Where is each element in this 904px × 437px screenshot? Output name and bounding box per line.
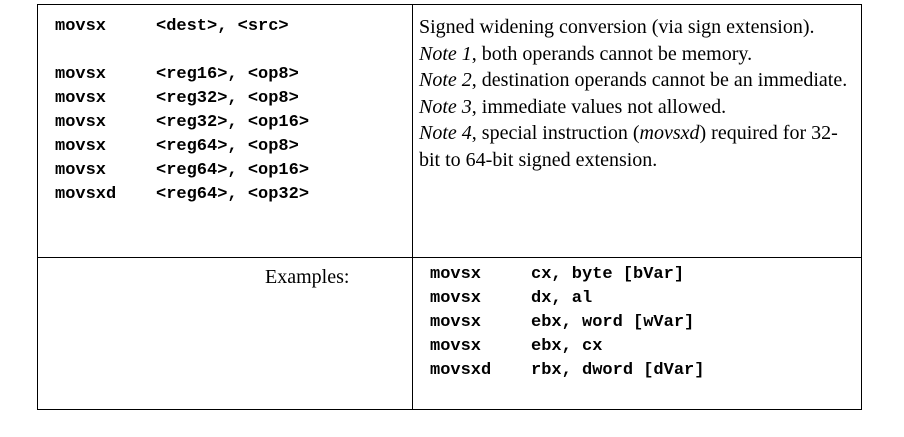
form-mnemonic: movsx xyxy=(55,137,107,156)
note-text: , both operands cannot be memory. xyxy=(471,42,753,65)
example-mnemonic: movsx xyxy=(430,289,482,308)
example-operands: cx, byte [bVar] xyxy=(531,265,685,284)
syntax-form-row: movsx <reg32>, <op8> xyxy=(55,87,309,111)
note-label: Note 3 xyxy=(419,95,472,118)
example-line: movsx ebx, cx xyxy=(430,335,704,359)
examples-label: Examples: xyxy=(265,266,350,288)
note-label: Note 4 xyxy=(419,122,472,144)
note-3: Note 3, immediate values not allowed. xyxy=(419,94,849,121)
form-mnemonic: movsx xyxy=(55,161,107,180)
instruction-table: movsx <dest>, <src> movsx <reg16>, <op8>… xyxy=(37,4,862,410)
note-text: ) required for 32-bit to 64-bit signed e… xyxy=(419,122,838,171)
syntax-form-row: movsx <reg64>, <op16> xyxy=(55,159,309,183)
form-operands: <reg32>, <op16> xyxy=(156,113,310,132)
syntax-cell: movsx <dest>, <src> movsx <reg16>, <op8>… xyxy=(55,15,309,207)
row-divider xyxy=(38,257,861,258)
examples-cell: movsx cx, byte [bVar] movsx dx, al movsx… xyxy=(430,263,704,383)
note-text: , immediate values not allowed. xyxy=(471,95,727,118)
example-line: movsxd rbx, dword [dVar] xyxy=(430,359,704,383)
syntax-spacer xyxy=(55,39,309,63)
form-mnemonic: movsxd xyxy=(55,185,117,204)
note-instruction: movsxd xyxy=(639,122,700,144)
note-label: Note 1 xyxy=(419,42,472,65)
form-operands: <reg64>, <op16> xyxy=(156,161,310,180)
syntax-form-row: movsx <reg64>, <op8> xyxy=(55,135,309,159)
note-4: Note 4, special instruction (movsxd) req… xyxy=(419,120,849,173)
form-mnemonic: movsx xyxy=(55,65,107,84)
example-operands: ebx, cx xyxy=(531,337,603,356)
example-operands: rbx, dword [dVar] xyxy=(531,361,705,380)
example-mnemonic: movsx xyxy=(430,265,482,284)
syntax-form-row: movsxd <reg64>, <op32> xyxy=(55,183,309,207)
note-text: , destination operands cannot be an imme… xyxy=(471,69,848,91)
form-operands: <reg64>, <op32> xyxy=(156,185,310,204)
form-mnemonic: movsx xyxy=(55,89,107,108)
syntax-operands: <dest>, <src> xyxy=(156,17,289,36)
example-mnemonic: movsxd xyxy=(430,361,492,380)
note-2: Note 2, destination operands cannot be a… xyxy=(419,67,849,94)
description-cell: Signed widening conversion (via sign ext… xyxy=(419,14,849,173)
column-divider xyxy=(412,5,413,409)
syntax-form-row: movsx <reg16>, <op8> xyxy=(55,63,309,87)
syntax-mnemonic: movsx xyxy=(55,17,107,36)
form-operands: <reg16>, <op8> xyxy=(156,65,299,84)
note-text: , special instruction ( xyxy=(471,122,640,144)
note-label: Note 2 xyxy=(419,69,472,91)
syntax-header-row: movsx <dest>, <src> xyxy=(55,15,309,39)
syntax-form-row: movsx <reg32>, <op16> xyxy=(55,111,309,135)
example-line: movsx cx, byte [bVar] xyxy=(430,263,704,287)
description-summary: Signed widening conversion (via sign ext… xyxy=(419,16,815,38)
form-mnemonic: movsx xyxy=(55,113,107,132)
example-line: movsx ebx, word [wVar] xyxy=(430,311,704,335)
form-operands: <reg64>, <op8> xyxy=(156,137,299,156)
note-1: Note 1, both operands cannot be memory. xyxy=(419,41,849,68)
example-operands: dx, al xyxy=(531,289,593,308)
example-operands: ebx, word [wVar] xyxy=(531,313,695,332)
example-line: movsx dx, al xyxy=(430,287,704,311)
example-mnemonic: movsx xyxy=(430,313,482,332)
example-mnemonic: movsx xyxy=(430,337,482,356)
form-operands: <reg32>, <op8> xyxy=(156,89,299,108)
